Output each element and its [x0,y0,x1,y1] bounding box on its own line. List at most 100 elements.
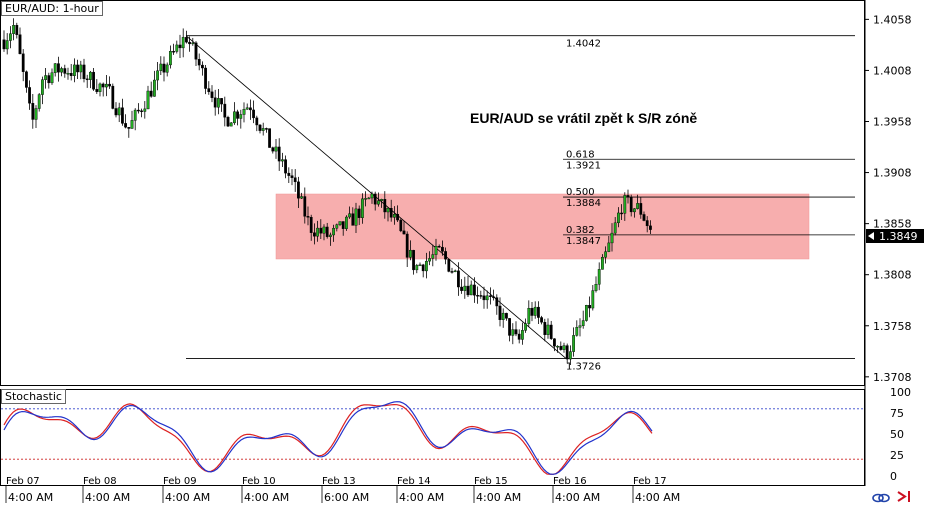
candle [303,187,307,224]
candle [197,53,201,71]
candle [21,49,25,82]
candle [370,191,374,204]
candle [255,115,259,132]
candle [329,232,332,246]
candle [162,56,166,82]
candle [444,247,447,265]
fib-ratio-label: 0.382 [566,225,595,236]
candle [223,96,227,127]
candle [120,98,124,126]
candle [633,208,636,218]
candle [5,33,9,55]
x-date-label: Feb 08 [83,476,117,487]
candle [108,76,112,89]
candle [447,258,451,273]
candle [418,262,422,267]
swing-low-label: 1.3726 [566,361,601,372]
candle [399,218,403,233]
candle [200,61,204,76]
candle [473,277,476,303]
candle [377,192,380,207]
x-date-label: Feb 09 [163,476,197,487]
chart-headline: EUR/AUD se vrátil zpět k S/R zóně [470,110,698,126]
candle [386,207,390,222]
candle [178,34,182,59]
stoch-tick-label: 0 [890,470,897,483]
x-time-label: 4:00 AM [85,491,130,503]
candle [501,308,505,328]
candle [617,207,620,228]
candle [364,191,367,207]
price-tick-label: 1.3858 [873,218,912,231]
candle [383,191,387,219]
candle [319,219,323,240]
price-tick-label: 1.3758 [873,320,912,333]
candle [268,128,271,148]
candle [117,102,121,123]
candle [290,169,294,186]
candle [152,70,156,97]
swing-high-label: 1.4042 [566,39,601,50]
candle [124,114,128,129]
candle [565,343,569,364]
price-tick-label: 1.3708 [873,371,912,384]
candle [127,127,131,138]
x-date-label: Feb 15 [474,476,508,487]
price-tick-label: 1.3808 [873,269,912,282]
candle [559,341,563,351]
candle [165,62,169,77]
candle [357,205,361,226]
candle [543,318,547,342]
candle [351,207,355,226]
candle [373,191,377,211]
candle [274,138,278,159]
candle [610,223,614,252]
stoch-tick-label: 50 [890,428,904,441]
x-date-label: Feb 16 [553,476,587,487]
candle [530,301,534,322]
stoch-tick-label: 75 [890,407,904,420]
candle [53,63,57,77]
candle [130,110,134,129]
candle [306,206,310,226]
candle [325,222,329,239]
scroll-right-icon[interactable] [895,488,911,502]
candle [578,318,582,337]
candle [620,204,624,220]
candle [229,121,233,127]
candle [562,342,566,353]
candle [345,215,348,231]
chart-title-label: EUR/AUD: 1-hour [1,1,103,16]
candle [133,108,137,131]
candle [585,304,588,322]
candle [508,318,511,342]
candle [505,312,508,321]
candle [428,251,431,266]
candle [460,279,463,294]
candle [191,37,195,46]
candle [297,176,300,208]
candle [207,81,211,95]
fib-price-label: 1.3921 [566,160,601,171]
candle [28,80,31,110]
candle [415,263,419,274]
candle [492,289,495,301]
candle [63,64,67,78]
candle [588,296,592,318]
candle [549,320,553,340]
price-tick-label: 1.4058 [873,13,912,26]
candle [546,318,550,339]
candle [476,286,479,304]
candle [149,81,153,98]
candle [591,285,595,311]
candle [313,223,316,245]
candle [572,327,576,357]
candle [601,254,604,270]
candle [284,155,287,179]
candle [338,221,342,227]
candle [175,40,179,54]
link-icon[interactable] [872,489,890,503]
candle [293,169,297,192]
candle [85,74,89,88]
